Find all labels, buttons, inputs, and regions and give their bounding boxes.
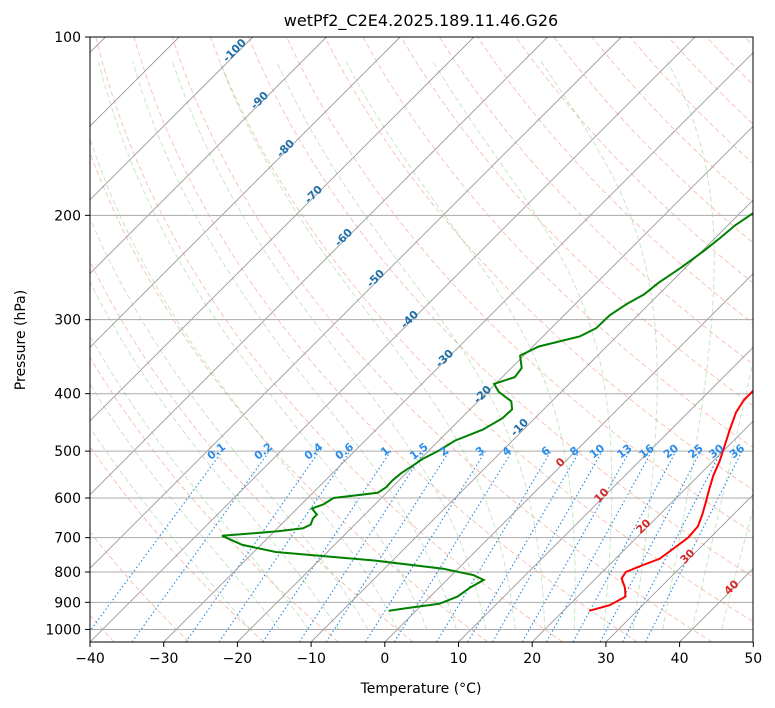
moist-adiabat bbox=[90, 217, 369, 630]
x-tick-label: −10 bbox=[296, 651, 326, 667]
mixing-ratio-line bbox=[393, 450, 513, 642]
dry-adiabat bbox=[95, 37, 563, 642]
isotherm bbox=[531, 420, 753, 642]
isotherm bbox=[163, 52, 753, 642]
moist-adiabat bbox=[90, 280, 339, 630]
mixing-ratio-line bbox=[364, 450, 486, 642]
profiles bbox=[221, 211, 753, 612]
dry-adiabat bbox=[90, 531, 190, 642]
x-tick-label: 10 bbox=[450, 651, 468, 667]
temperature-line bbox=[588, 389, 753, 612]
x-tick-label: 40 bbox=[671, 651, 689, 667]
moist-adiabat bbox=[90, 426, 251, 630]
isotherm bbox=[90, 37, 327, 275]
x-axis-label: Temperature (°C) bbox=[360, 681, 482, 697]
y-tick-label: 100 bbox=[54, 30, 81, 46]
y-tick-label: 1000 bbox=[45, 622, 81, 638]
mixing-ratio-line bbox=[436, 450, 552, 642]
y-tick-label: 200 bbox=[54, 208, 81, 224]
dry-adiabat bbox=[90, 445, 264, 642]
moist-adiabat bbox=[90, 383, 280, 630]
isotherm bbox=[90, 37, 475, 422]
dry-adiabat bbox=[209, 37, 753, 623]
dewpoint-line bbox=[221, 211, 753, 612]
moist-adiabat bbox=[721, 507, 753, 630]
isotherm bbox=[90, 37, 548, 496]
dry-adiabat bbox=[324, 37, 753, 491]
chart-title: wetPf2_C2E4.2025.189.11.46.G26 bbox=[284, 11, 558, 31]
moist-adiabat bbox=[90, 137, 398, 630]
moist-adiabat bbox=[345, 61, 576, 630]
isotherm bbox=[90, 37, 622, 569]
mixing-ratio-line bbox=[325, 450, 450, 642]
mixing-ratio-line bbox=[218, 450, 351, 642]
x-tick-label: −20 bbox=[223, 651, 253, 667]
x-tick-label: 0 bbox=[380, 651, 389, 667]
isotherm bbox=[384, 273, 753, 642]
mixing-ratio-line bbox=[521, 450, 631, 642]
dry-adiabat bbox=[362, 37, 753, 449]
isotherm bbox=[605, 494, 753, 642]
y-tick-label: 300 bbox=[54, 313, 81, 329]
x-tick-label: 20 bbox=[523, 651, 541, 667]
isotherm bbox=[90, 37, 696, 642]
isotherm bbox=[458, 346, 753, 642]
y-axis-label: Pressure (hPa) bbox=[13, 290, 29, 390]
dry-adiabat bbox=[248, 37, 753, 578]
dry-adiabat bbox=[90, 356, 339, 642]
moist-adiabat bbox=[432, 61, 613, 630]
y-tick-label: 900 bbox=[54, 595, 81, 611]
y-tick-label: 400 bbox=[54, 387, 81, 403]
isotherm bbox=[90, 37, 254, 201]
x-tick-label: 30 bbox=[597, 651, 615, 667]
moist-adiabat bbox=[97, 61, 428, 630]
y-tick-label: 500 bbox=[54, 444, 81, 460]
mixing-ratio-line bbox=[492, 450, 603, 642]
y-tick-label: 800 bbox=[54, 565, 81, 581]
mixing-ratio-line bbox=[467, 450, 581, 642]
dry-adiabat bbox=[438, 37, 753, 365]
dry-adiabat bbox=[90, 151, 489, 642]
dry-adiabat bbox=[515, 37, 753, 284]
moist-adiabat bbox=[90, 335, 310, 630]
moist-adiabat bbox=[691, 359, 753, 630]
moist-adiabat bbox=[171, 61, 487, 630]
y-tick-label: 700 bbox=[54, 531, 81, 547]
isotherm bbox=[237, 125, 753, 642]
x-tick-label: −30 bbox=[149, 651, 179, 667]
moist-adiabat bbox=[219, 61, 516, 630]
grid-lines bbox=[90, 37, 753, 642]
plot-frame bbox=[89, 36, 754, 643]
isotherm bbox=[90, 37, 401, 348]
isotherm bbox=[310, 199, 753, 642]
dry-adiabat bbox=[133, 37, 638, 642]
dry-adiabat bbox=[171, 37, 713, 642]
moist-adiabat bbox=[132, 61, 457, 630]
axes: −40 −30 −20 −10 0 10 20 30 40 50 100 200 300 400 500 60… bbox=[45, 30, 762, 667]
x-tick-label: −40 bbox=[75, 651, 105, 667]
moist-adiabat bbox=[540, 61, 658, 630]
x-tick-label: 50 bbox=[744, 651, 762, 667]
dry-adiabat bbox=[400, 37, 753, 407]
moist-adiabat bbox=[662, 61, 715, 630]
y-tick-label: 600 bbox=[54, 491, 81, 507]
moist-adiabat bbox=[276, 61, 546, 630]
